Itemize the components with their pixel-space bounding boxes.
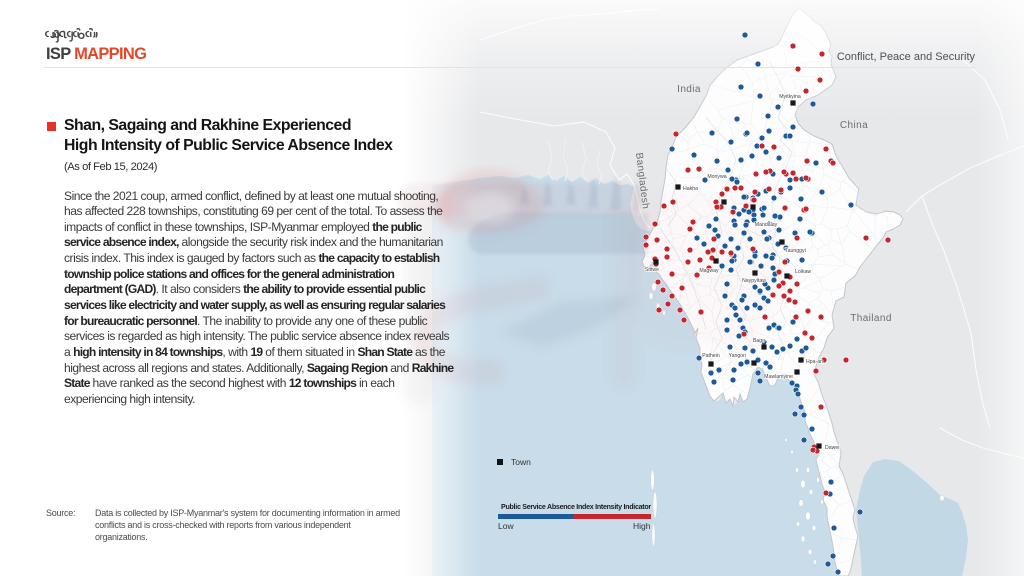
svg-text:Monywa: Monywa bbox=[707, 174, 726, 180]
svg-text:Yangon: Yangon bbox=[729, 353, 747, 359]
svg-text:Mawlamyine: Mawlamyine bbox=[764, 374, 793, 380]
svg-text:Magway: Magway bbox=[699, 268, 719, 274]
svg-text:Mandalay: Mandalay bbox=[755, 222, 778, 228]
svg-text:Hakha: Hakha bbox=[683, 186, 698, 192]
svg-text:Dawei: Dawei bbox=[825, 445, 839, 451]
svg-text:Loikaw: Loikaw bbox=[795, 269, 811, 275]
svg-text:Naypyitaw: Naypyitaw bbox=[742, 278, 766, 284]
svg-text:Pathein: Pathein bbox=[702, 353, 720, 359]
svg-text:Thailand: Thailand bbox=[850, 313, 892, 324]
svg-text:Bago: Bago bbox=[753, 338, 765, 344]
svg-text:China: China bbox=[840, 120, 868, 131]
svg-text:Hpa-an: Hpa-an bbox=[806, 359, 823, 365]
svg-text:Taunggyi: Taunggyi bbox=[785, 248, 806, 254]
svg-text:Sittwe: Sittwe bbox=[645, 267, 659, 273]
svg-text:Myitkyina: Myitkyina bbox=[779, 94, 801, 100]
svg-text:India: India bbox=[677, 84, 701, 95]
